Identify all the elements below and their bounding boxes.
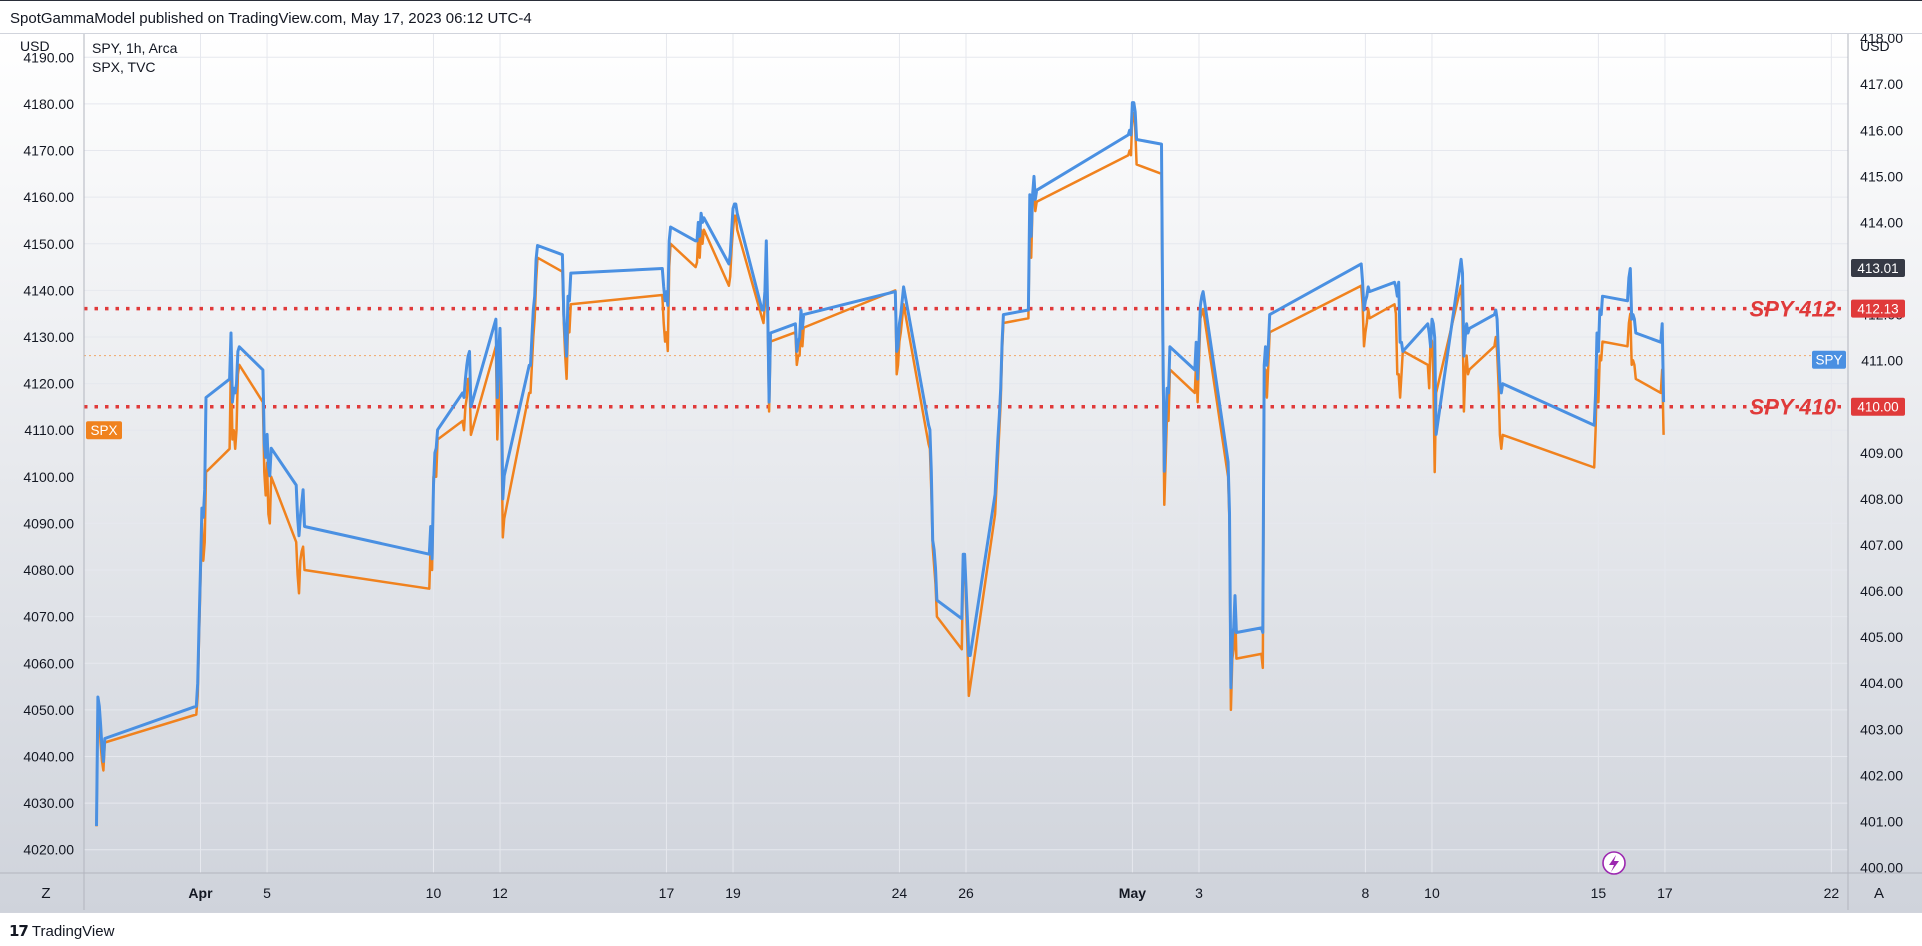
- left-axis-tick: 4180.00: [23, 96, 74, 112]
- legend-spx[interactable]: SPX, TVC: [92, 59, 156, 75]
- level-label: SPY 412: [1750, 297, 1837, 322]
- right-axis-tick: 411.00: [1861, 353, 1903, 369]
- left-axis-tick: 4120.00: [23, 376, 74, 392]
- level-badge: 410.00: [1851, 397, 1905, 416]
- right-axis-tick: 414.00: [1860, 214, 1903, 230]
- x-axis-tick: 26: [958, 885, 974, 901]
- right-axis-tick: 408.00: [1860, 491, 1903, 507]
- footer: 17 TradingView: [0, 912, 1922, 946]
- price-chart[interactable]: SPY 412 SPY 410 4020.00 4030.00 4040.00 4050…: [0, 30, 1922, 912]
- x-axis-tick: 24: [892, 885, 908, 901]
- x-axis-tick: 8: [1361, 885, 1369, 901]
- x-axis-tick: 5: [263, 885, 271, 901]
- a-button[interactable]: A: [1874, 885, 1884, 902]
- right-axis-tick: 400.00: [1860, 859, 1903, 875]
- left-axis-tick: 4110.00: [24, 422, 74, 438]
- spx-badge: SPX: [86, 421, 122, 440]
- right-axis-tick: 402.00: [1860, 767, 1903, 783]
- x-axis-tick: 19: [725, 885, 741, 901]
- level-label: SPY 410: [1750, 395, 1837, 420]
- left-axis-tick: 4140.00: [23, 282, 74, 298]
- svg-text:412.13: 412.13: [1857, 302, 1898, 317]
- publisher-header: SpotGammaModel published on TradingView.…: [0, 0, 1922, 34]
- x-axis-tick: 12: [492, 885, 508, 901]
- level-badge: 412.13: [1851, 299, 1905, 318]
- spy-badge: SPY: [1812, 350, 1846, 369]
- chart-background: [0, 34, 1922, 912]
- left-axis-tick: 4130.00: [23, 329, 74, 345]
- x-axis-tick: 17: [1657, 885, 1673, 901]
- right-axis-tick: 406.00: [1860, 583, 1903, 599]
- z-label[interactable]: Z: [41, 885, 50, 902]
- svg-text:SPX: SPX: [90, 423, 117, 438]
- publisher-info: SpotGammaModel published on TradingView.…: [10, 10, 532, 27]
- level-lines: SPY 412 SPY 410: [84, 297, 1848, 420]
- right-axis-tick: 401.00: [1860, 813, 1903, 829]
- x-axis-tick: May: [1119, 885, 1146, 901]
- left-axis-tick: 4170.00: [23, 143, 74, 159]
- left-axis-tick: 4020.00: [23, 842, 74, 858]
- x-axis-tick: 15: [1591, 885, 1607, 901]
- last-price-badge: 413.01: [1851, 259, 1905, 278]
- left-axis-tick: 4060.00: [23, 655, 74, 671]
- left-axis-tick: 4080.00: [23, 562, 74, 578]
- series-line-spy: [95, 101, 1666, 827]
- x-axis-tick: 17: [659, 885, 675, 901]
- z-button[interactable]: Z: [41, 885, 50, 902]
- left-axis-tick: 4090.00: [23, 515, 74, 531]
- left-axis-tick: 4070.00: [23, 609, 74, 625]
- right-axis-tick: 405.00: [1860, 629, 1903, 645]
- right-axis-tick: 403.00: [1860, 721, 1903, 737]
- left-axis-tick: 4050.00: [23, 702, 74, 718]
- x-axis-tick: 10: [1424, 885, 1440, 901]
- svg-text:410.00: 410.00: [1857, 400, 1898, 415]
- grid: [84, 34, 1848, 873]
- legend-spy[interactable]: SPY, 1h, Arca: [92, 40, 178, 56]
- right-axis-tick: 407.00: [1860, 537, 1903, 553]
- right-axis-unit: USD: [1860, 38, 1890, 54]
- x-axis-tick: Apr: [188, 885, 213, 901]
- x-axis-tick: 3: [1195, 885, 1203, 901]
- svg-text:413.01: 413.01: [1857, 261, 1898, 276]
- x-axis-tick: 10: [426, 885, 442, 901]
- tradingview-name: TradingView: [31, 922, 115, 940]
- right-axis-tick: 404.00: [1860, 675, 1903, 691]
- price-badges: 412.13 410.00 413.01 SPY SPX: [86, 259, 1905, 440]
- x-axis-tick: 22: [1824, 885, 1840, 901]
- left-axis-tick: 4190.00: [23, 49, 74, 65]
- right-axis-tick: 418.00: [1860, 34, 1903, 46]
- left-axis-tick: 4160.00: [23, 189, 74, 205]
- series-lines: [95, 101, 1666, 827]
- chart-area[interactable]: SPY 412 SPY 410 4020.00 4030.00 4040.00 4050…: [0, 30, 1922, 912]
- left-axis-tick: 4030.00: [23, 795, 74, 811]
- svg-text:SPY: SPY: [1815, 353, 1842, 368]
- left-axis-tick: 4040.00: [23, 748, 74, 764]
- a-label[interactable]: A: [1874, 885, 1884, 902]
- lightning-icon[interactable]: [1602, 851, 1626, 875]
- tradingview-brand[interactable]: 17 TradingView: [9, 922, 114, 940]
- right-axis-tick: 415.00: [1860, 168, 1903, 184]
- tradingview-logo-icon: 17: [9, 922, 29, 940]
- left-axis-tick: 4150.00: [23, 236, 74, 252]
- right-axis-tick: 409.00: [1860, 445, 1903, 461]
- right-axis-tick: 416.00: [1860, 122, 1903, 138]
- left-axis-tick: 4100.00: [23, 469, 74, 485]
- left-axis-unit: USD: [20, 38, 50, 54]
- right-axis-tick: 417.00: [1860, 76, 1903, 92]
